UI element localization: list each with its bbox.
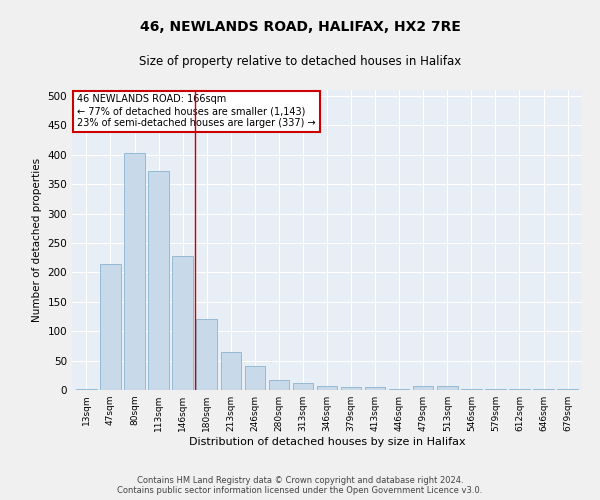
Bar	[389, 389, 409, 390]
Bar	[148, 171, 169, 390]
Bar	[437, 386, 458, 390]
Bar	[365, 387, 385, 390]
Y-axis label: Number of detached properties: Number of detached properties	[32, 158, 42, 322]
Bar	[245, 366, 265, 390]
Bar	[317, 386, 337, 390]
Bar	[269, 380, 289, 390]
Bar	[557, 389, 578, 390]
Bar	[172, 256, 193, 390]
Bar	[76, 389, 97, 390]
Bar	[196, 320, 217, 390]
Bar	[124, 153, 145, 390]
Bar	[293, 383, 313, 390]
Bar	[461, 389, 482, 390]
Bar	[100, 264, 121, 390]
Bar	[341, 387, 361, 390]
Text: 46, NEWLANDS ROAD, HALIFAX, HX2 7RE: 46, NEWLANDS ROAD, HALIFAX, HX2 7RE	[140, 20, 460, 34]
Text: Contains HM Land Registry data © Crown copyright and database right 2024.
Contai: Contains HM Land Registry data © Crown c…	[118, 476, 482, 495]
Text: Size of property relative to detached houses in Halifax: Size of property relative to detached ho…	[139, 55, 461, 68]
X-axis label: Distribution of detached houses by size in Halifax: Distribution of detached houses by size …	[188, 437, 466, 447]
Bar	[221, 352, 241, 390]
Bar	[413, 386, 433, 390]
Text: 46 NEWLANDS ROAD: 166sqm
← 77% of detached houses are smaller (1,143)
23% of sem: 46 NEWLANDS ROAD: 166sqm ← 77% of detach…	[77, 94, 316, 128]
